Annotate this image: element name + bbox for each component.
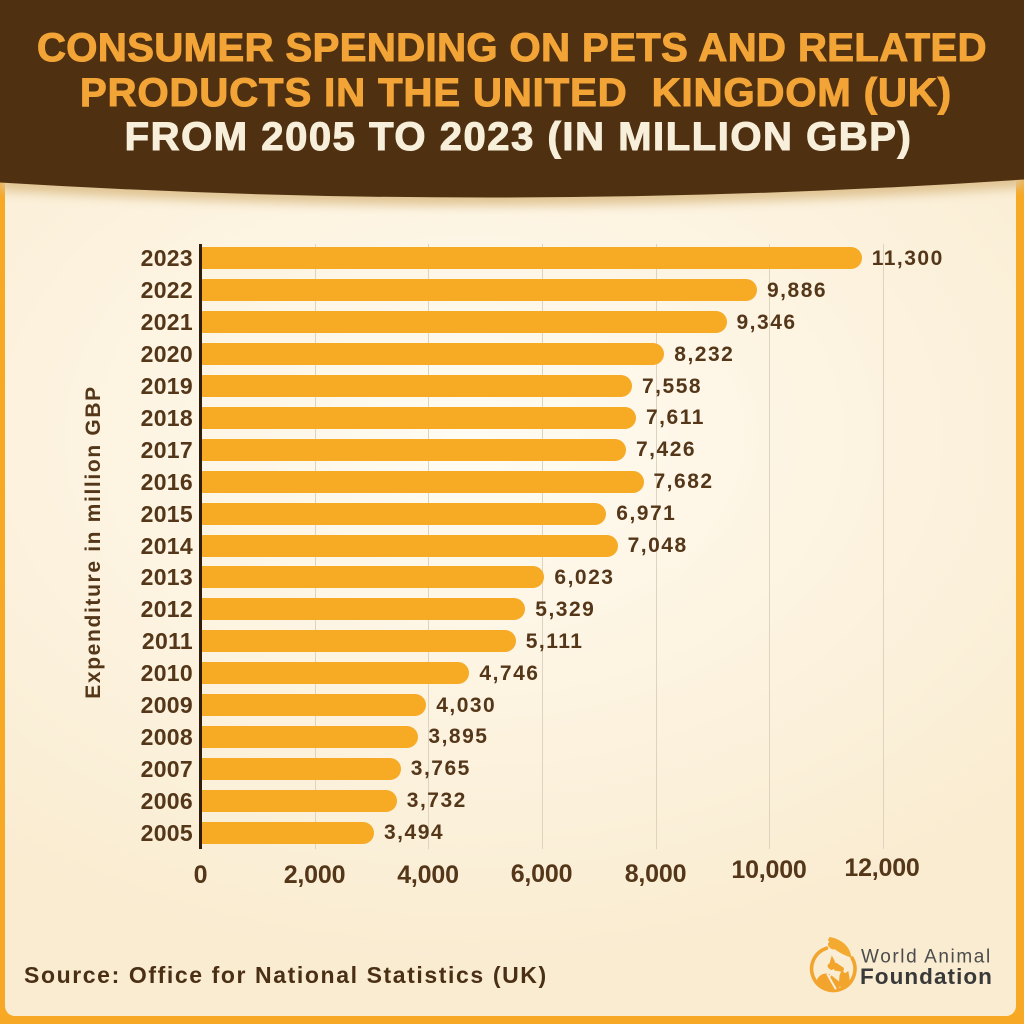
svg-text:World Animal: World Animal <box>861 947 992 968</box>
svg-text:Foundation: Foundation <box>860 964 993 989</box>
